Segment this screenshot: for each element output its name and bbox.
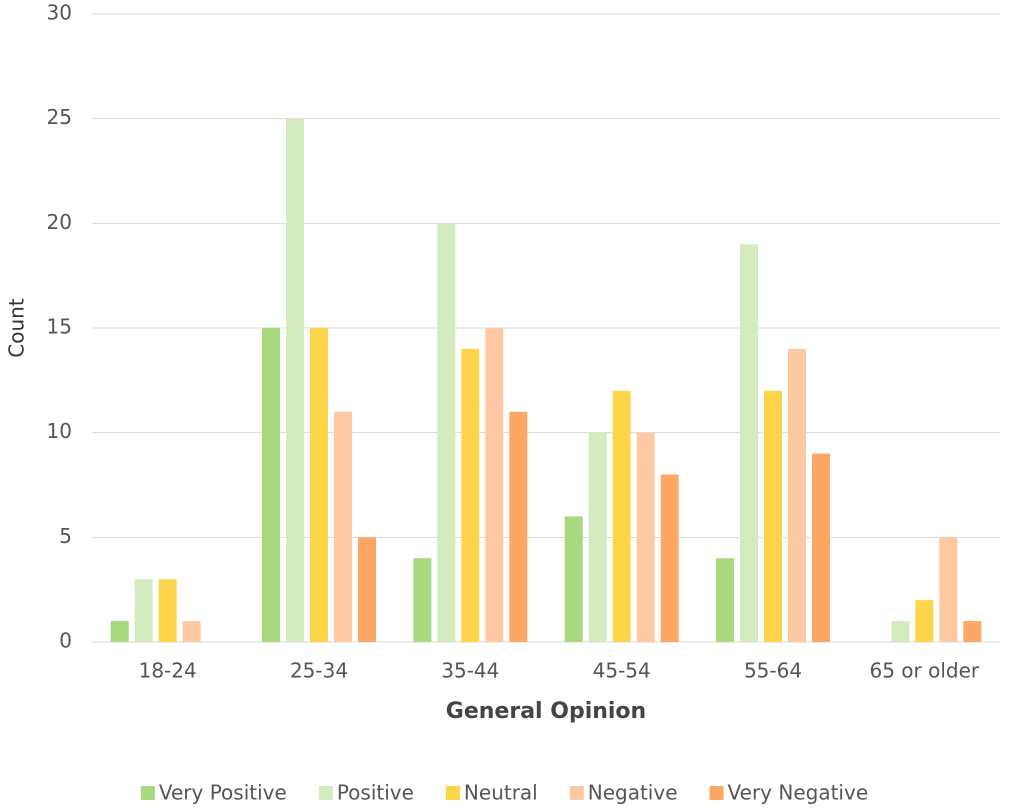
legend-swatch <box>709 786 724 800</box>
legend-swatch <box>569 786 584 800</box>
bar <box>158 579 177 642</box>
bar <box>764 390 782 642</box>
bar <box>182 621 201 642</box>
legend-swatch <box>140 786 155 800</box>
bar <box>564 516 583 642</box>
x-tick-label: 25-34 <box>290 659 348 683</box>
x-tick-label: 35-44 <box>441 659 499 683</box>
bar <box>358 537 376 642</box>
y-tick-label: 0 <box>59 629 72 653</box>
x-tick-label: 18-24 <box>139 659 197 683</box>
x-tick-label: 65 or older <box>870 659 980 683</box>
bar <box>413 558 432 642</box>
legend-label: Negative <box>588 781 678 805</box>
legend-swatch <box>445 786 460 800</box>
bar <box>461 348 480 642</box>
x-axis-label: General Opinion <box>446 699 646 724</box>
bar <box>509 411 528 642</box>
y-axis-label: Count <box>5 298 29 358</box>
bar <box>588 432 607 642</box>
bar <box>740 244 758 642</box>
y-tick-label: 25 <box>47 105 72 129</box>
bar <box>660 474 679 642</box>
legend-label: Very Negative <box>728 781 869 805</box>
bar <box>788 348 806 642</box>
legend-label: Positive <box>337 781 414 805</box>
bar <box>334 411 352 642</box>
bar <box>612 390 631 642</box>
bar <box>636 432 655 642</box>
bar <box>915 600 934 642</box>
bar <box>939 537 958 642</box>
legend-label: Very Positive <box>159 781 287 805</box>
bar <box>262 328 280 642</box>
y-tick-label: 10 <box>47 419 72 443</box>
bar <box>310 328 328 642</box>
bar <box>716 558 734 642</box>
bar <box>437 223 456 643</box>
legend-swatch <box>318 786 333 800</box>
bar <box>134 579 153 642</box>
y-tick-label: 20 <box>47 210 72 234</box>
y-tick-label: 5 <box>59 524 72 548</box>
bar <box>812 453 830 642</box>
y-tick-label: 15 <box>47 315 72 339</box>
bar <box>963 621 982 642</box>
bar <box>286 118 304 642</box>
bar <box>891 621 910 642</box>
x-tick-label: 55-64 <box>744 659 802 683</box>
legend-label: Neutral <box>464 781 538 805</box>
bar <box>485 328 504 642</box>
x-tick-label: 45-54 <box>593 659 651 683</box>
y-tick-label: 30 <box>47 1 72 25</box>
bar <box>110 621 129 642</box>
